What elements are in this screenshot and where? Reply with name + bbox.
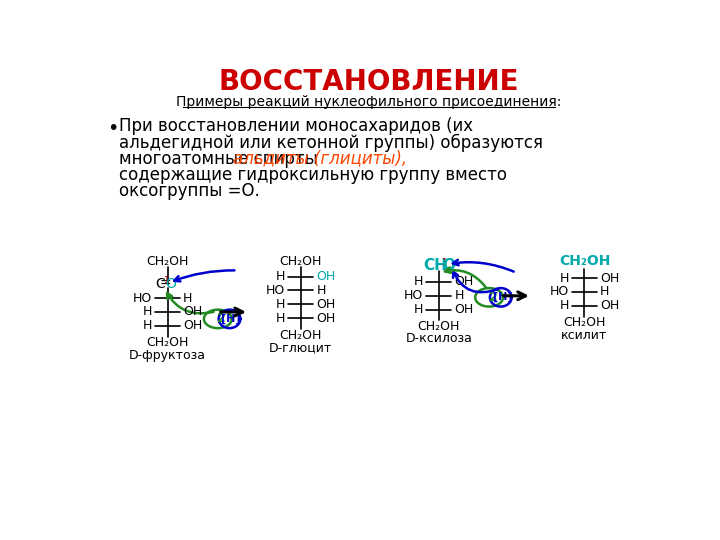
Text: O: O <box>165 277 176 291</box>
Text: OH: OH <box>454 275 474 288</box>
Text: OH: OH <box>316 312 336 325</box>
Text: OH: OH <box>183 319 202 332</box>
Text: •: • <box>107 119 118 138</box>
Text: H: H <box>276 298 285 311</box>
Text: H: H <box>143 319 152 332</box>
Text: H: H <box>143 306 152 319</box>
Text: содержащие гидроксильную группу вместо: содержащие гидроксильную группу вместо <box>120 166 508 184</box>
Text: OH: OH <box>600 272 619 285</box>
Text: 2: 2 <box>489 291 498 304</box>
Text: CH₂OH: CH₂OH <box>559 254 610 268</box>
Text: CH₂OH: CH₂OH <box>418 320 460 333</box>
Text: 1: 1 <box>441 258 447 267</box>
Text: альдиты (глициты),: альдиты (глициты), <box>233 150 408 167</box>
Text: H: H <box>183 292 192 305</box>
Text: CH: CH <box>423 258 448 273</box>
Text: D-фруктоза: D-фруктоза <box>129 349 206 362</box>
Text: OH: OH <box>454 303 474 316</box>
Text: D-глюцит: D-глюцит <box>269 341 333 354</box>
Text: H: H <box>454 289 464 302</box>
Text: HO: HO <box>549 286 569 299</box>
Text: H: H <box>414 275 423 288</box>
Text: оксогруппы =О.: оксогруппы =О. <box>120 182 260 200</box>
Text: H: H <box>600 286 609 299</box>
Text: 2: 2 <box>217 313 226 326</box>
Text: OH: OH <box>600 299 619 312</box>
Text: ВОССТАНОВЛЕНИЕ: ВОССТАНОВЛЕНИЕ <box>219 68 519 96</box>
Text: CH₂OH: CH₂OH <box>146 255 189 268</box>
Text: CH₂OH: CH₂OH <box>146 336 189 349</box>
Text: CH₂OH: CH₂OH <box>279 328 322 342</box>
Text: При восстановлении моносахаридов (их: При восстановлении моносахаридов (их <box>120 117 474 135</box>
Text: OH: OH <box>316 298 336 311</box>
Text: 1: 1 <box>163 276 168 285</box>
Text: O: O <box>442 258 455 273</box>
Text: OH: OH <box>316 270 336 283</box>
Text: Примеры реакций нуклеофильного присоединения:: Примеры реакций нуклеофильного присоедин… <box>176 94 562 109</box>
Text: OH: OH <box>183 306 202 319</box>
Text: H: H <box>414 303 423 316</box>
Text: HO: HO <box>404 289 423 302</box>
Text: HO: HO <box>266 284 285 297</box>
Text: =: = <box>159 277 171 291</box>
Text: альдегидной или кетонной группы) образуются: альдегидной или кетонной группы) образую… <box>120 133 544 152</box>
Text: H: H <box>316 284 325 297</box>
Text: H: H <box>276 312 285 325</box>
Text: H: H <box>559 272 569 285</box>
Text: [H]: [H] <box>492 292 512 302</box>
Text: C: C <box>156 277 166 291</box>
Text: CH₂OH: CH₂OH <box>563 316 606 329</box>
Text: CH₂OH: CH₂OH <box>279 255 322 268</box>
Text: HO: HO <box>132 292 152 305</box>
Text: [H]: [H] <box>221 314 240 324</box>
Text: ксилит: ксилит <box>562 328 608 342</box>
Text: D-ксилоза: D-ксилоза <box>405 333 472 346</box>
Text: многоатомные спирты: многоатомные спирты <box>120 150 323 167</box>
Text: H: H <box>276 270 285 283</box>
Text: H: H <box>559 299 569 312</box>
